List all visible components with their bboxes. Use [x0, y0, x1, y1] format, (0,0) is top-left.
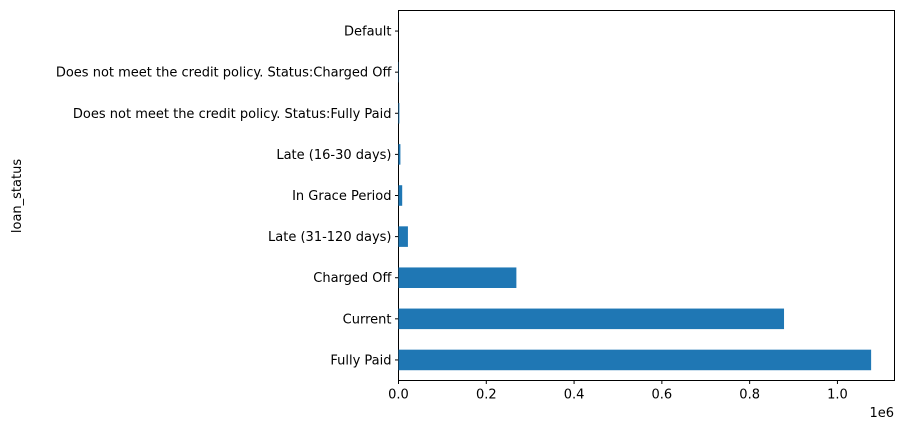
y-tick-label: In Grace Period	[292, 189, 391, 204]
x-axis-ticks: 0.0 0.2 0.4 0.6 0.8 1.0	[388, 380, 848, 403]
x-tick-label: 0.8	[739, 388, 760, 403]
x-tick-label: 0.6	[652, 388, 673, 403]
y-tick-label: Default	[344, 25, 392, 40]
y-axis-label: loan_status	[10, 159, 25, 233]
x-tick-label: 0.0	[388, 388, 409, 403]
x-axis-offset-text: 1e6	[869, 406, 894, 421]
y-tick-label: Late (16-30 days)	[276, 148, 391, 163]
bar	[398, 103, 400, 124]
x-tick-label: 0.4	[564, 388, 585, 403]
y-tick-label: Fully Paid	[330, 353, 391, 368]
bar	[398, 349, 872, 371]
y-tick-label: Current	[343, 312, 392, 327]
bars-group	[398, 20, 872, 371]
x-tick-label: 0.2	[476, 388, 497, 403]
bar	[398, 144, 401, 165]
y-tick-label: Does not meet the credit policy. Status:…	[56, 66, 393, 81]
bar	[398, 267, 517, 288]
y-tick-label: Does not meet the credit policy. Status:…	[73, 107, 392, 122]
x-tick-label: 1.0	[827, 388, 848, 403]
y-tick-label: Late (31-120 days)	[268, 230, 391, 245]
bar	[398, 226, 408, 247]
y-axis-ticks: Fully Paid Current Charged Off Late (31-120…	[56, 25, 399, 368]
y-tick-label: Charged Off	[313, 271, 392, 286]
bar	[398, 308, 785, 330]
bar	[398, 185, 403, 206]
